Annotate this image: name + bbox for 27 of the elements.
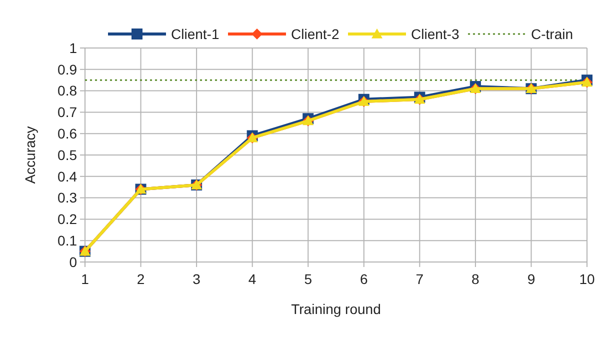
x-tick-label: 1 xyxy=(81,271,90,287)
x-tick-label: 7 xyxy=(416,271,424,287)
x-axis-title: Training round xyxy=(291,301,381,317)
y-tick-label: 0.8 xyxy=(58,82,78,99)
legend-label: Client-1 xyxy=(171,26,220,42)
legend-label: Client-2 xyxy=(291,26,340,42)
x-tick-label: 8 xyxy=(472,271,480,287)
y-axis-title: Accuracy xyxy=(22,126,38,184)
y-tick-label: 0.3 xyxy=(58,190,78,206)
y-tick-label: 0.5 xyxy=(58,146,78,163)
x-tick-label: 10 xyxy=(579,271,595,287)
y-tick-label: 0.7 xyxy=(58,104,78,120)
legend-label: C-train xyxy=(531,26,574,42)
y-tick-label: 0.9 xyxy=(58,61,78,78)
y-tick-label: 0.6 xyxy=(58,126,78,142)
x-tick-label: 5 xyxy=(304,271,312,287)
x-tick-label: 3 xyxy=(192,271,201,287)
legend-label: Client-3 xyxy=(411,26,460,42)
y-tick-label: 0 xyxy=(69,254,78,270)
x-tick-label: 4 xyxy=(248,271,256,287)
y-tick-label: 0.4 xyxy=(58,168,78,184)
x-tick-label: 2 xyxy=(136,271,145,287)
x-tick-label: 9 xyxy=(527,271,536,287)
y-tick-label: 1 xyxy=(69,40,78,56)
y-tick-label: 0.2 xyxy=(58,211,78,228)
x-tick-label: 6 xyxy=(360,271,368,287)
y-tick-label: 0.1 xyxy=(58,232,78,248)
